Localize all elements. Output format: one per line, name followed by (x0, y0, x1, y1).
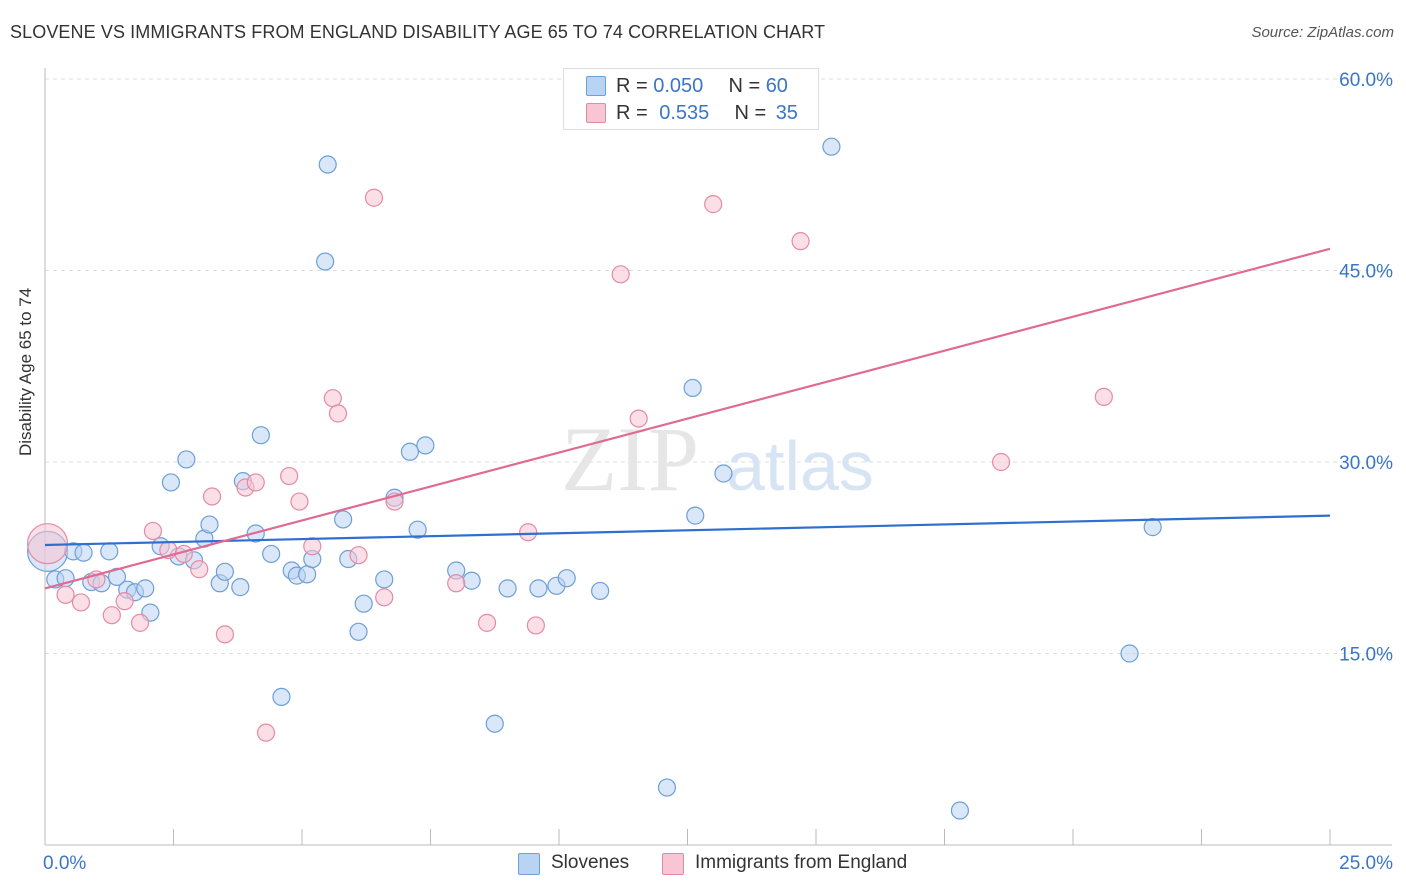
legend-swatch-england (662, 853, 684, 875)
source-note: Source: ZipAtlas.com (1251, 24, 1394, 41)
england-point (246, 473, 265, 492)
england-point (447, 574, 466, 593)
england-point (290, 492, 309, 511)
slovenes-point (416, 436, 435, 455)
england-point (704, 195, 723, 214)
watermark-atlas: atlas (726, 427, 874, 505)
slovenes-point (316, 252, 335, 271)
england-point (519, 523, 538, 542)
england-point (102, 606, 121, 625)
y-tick-label: 30.0% (1339, 453, 1393, 474)
slovenes-point (215, 562, 234, 581)
england-point (991, 452, 1011, 472)
gridlines (45, 78, 1392, 654)
legend-r-label: R = (616, 102, 648, 124)
y-tick-label: 60.0% (1339, 70, 1393, 91)
england-point (190, 560, 209, 579)
slovenes-point (1120, 644, 1139, 663)
england-point (323, 389, 342, 408)
england-point (364, 188, 384, 207)
slovenes-point (161, 473, 181, 492)
slovenes-point (557, 569, 576, 588)
slovenes-point (375, 570, 394, 589)
slovenes-point (686, 506, 705, 525)
axes (44, 68, 1392, 846)
slovenes-point (262, 544, 281, 564)
slovenes-point (354, 594, 373, 613)
slovenes-point (591, 581, 610, 601)
x-tick-label: 0.0% (43, 853, 86, 874)
england-trend-line (44, 247, 1331, 590)
y-axis-label: Disability Age 65 to 74 (16, 287, 35, 456)
legend-swatch-blue (586, 76, 606, 96)
slovenes-point (950, 801, 970, 820)
slovenes-point (683, 378, 702, 398)
slovenes-point (529, 579, 548, 598)
england-point (629, 409, 648, 428)
slovenes-point (231, 578, 250, 597)
slovenes-point (74, 543, 93, 562)
trend-lines (44, 247, 1331, 590)
tick-labels: 15.0% 30.0% 45.0% 60.0% 0.0% 25.0% (43, 70, 1393, 874)
england-points (26, 188, 1113, 742)
england-point (375, 588, 394, 607)
slovenes-point (251, 426, 270, 445)
legend-r-value: 0.535 (659, 102, 710, 124)
england-point (256, 723, 276, 742)
england-point (202, 487, 222, 506)
slovenes-point (200, 515, 219, 534)
slovenes-point (498, 579, 517, 598)
england-point (130, 613, 150, 632)
legend-n-value: 60 (765, 75, 788, 97)
england-point (303, 537, 322, 556)
slovenes-point (462, 571, 481, 590)
slovenes-point (822, 137, 841, 156)
england-point (349, 546, 368, 565)
legend-r-label: R = (616, 75, 648, 97)
slovenes-point (485, 714, 504, 733)
watermark-zip: ZIP (561, 408, 699, 510)
y-tick-label: 15.0% (1339, 645, 1393, 666)
legend-n-label: N = (728, 75, 761, 97)
slovenes-trend-line (44, 514, 1331, 547)
england-point (215, 625, 234, 644)
slovenes-point (298, 565, 317, 584)
england-point (611, 265, 630, 284)
legend-n-value: 35 (775, 102, 798, 124)
england-point (56, 585, 75, 604)
slovenes-point (100, 542, 119, 561)
slovenes-point (714, 464, 733, 483)
legend-swatch-pink (586, 103, 606, 123)
chart-title: SLOVENE VS IMMIGRANTS FROM ENGLAND DISAB… (10, 22, 826, 42)
slovenes-point (1143, 518, 1162, 537)
correlation-legend: R = 0.050 N = 60 R = 0.535 N = 35 (563, 68, 819, 130)
slovenes-point (272, 687, 291, 707)
slovenes-point (334, 510, 353, 529)
slovenes-point (349, 622, 368, 641)
slovenes-point (400, 442, 420, 461)
england-point (526, 616, 545, 635)
legend-n-label: N = (734, 102, 767, 124)
slovenes-point (657, 778, 677, 797)
england-point (71, 593, 91, 612)
slovenes-point (136, 579, 155, 598)
england-point (115, 592, 134, 611)
england-point (328, 404, 348, 423)
legend-label-england: Immigrants from England (695, 852, 908, 873)
england-point (791, 232, 810, 251)
legend-swatch-slovenes (518, 853, 540, 875)
x-tick-label: 25.0% (1339, 853, 1393, 874)
england-point (1094, 387, 1113, 406)
legend-label-slovenes: Slovenes (551, 852, 630, 873)
y-tick-label: 45.0% (1339, 262, 1393, 283)
england-point (143, 521, 163, 541)
legend-r-value: 0.050 (653, 75, 704, 97)
slovenes-point (177, 450, 196, 469)
england-point (477, 613, 497, 632)
slovenes-point (408, 520, 427, 539)
slovenes-point (318, 155, 337, 174)
england-point (280, 466, 299, 486)
